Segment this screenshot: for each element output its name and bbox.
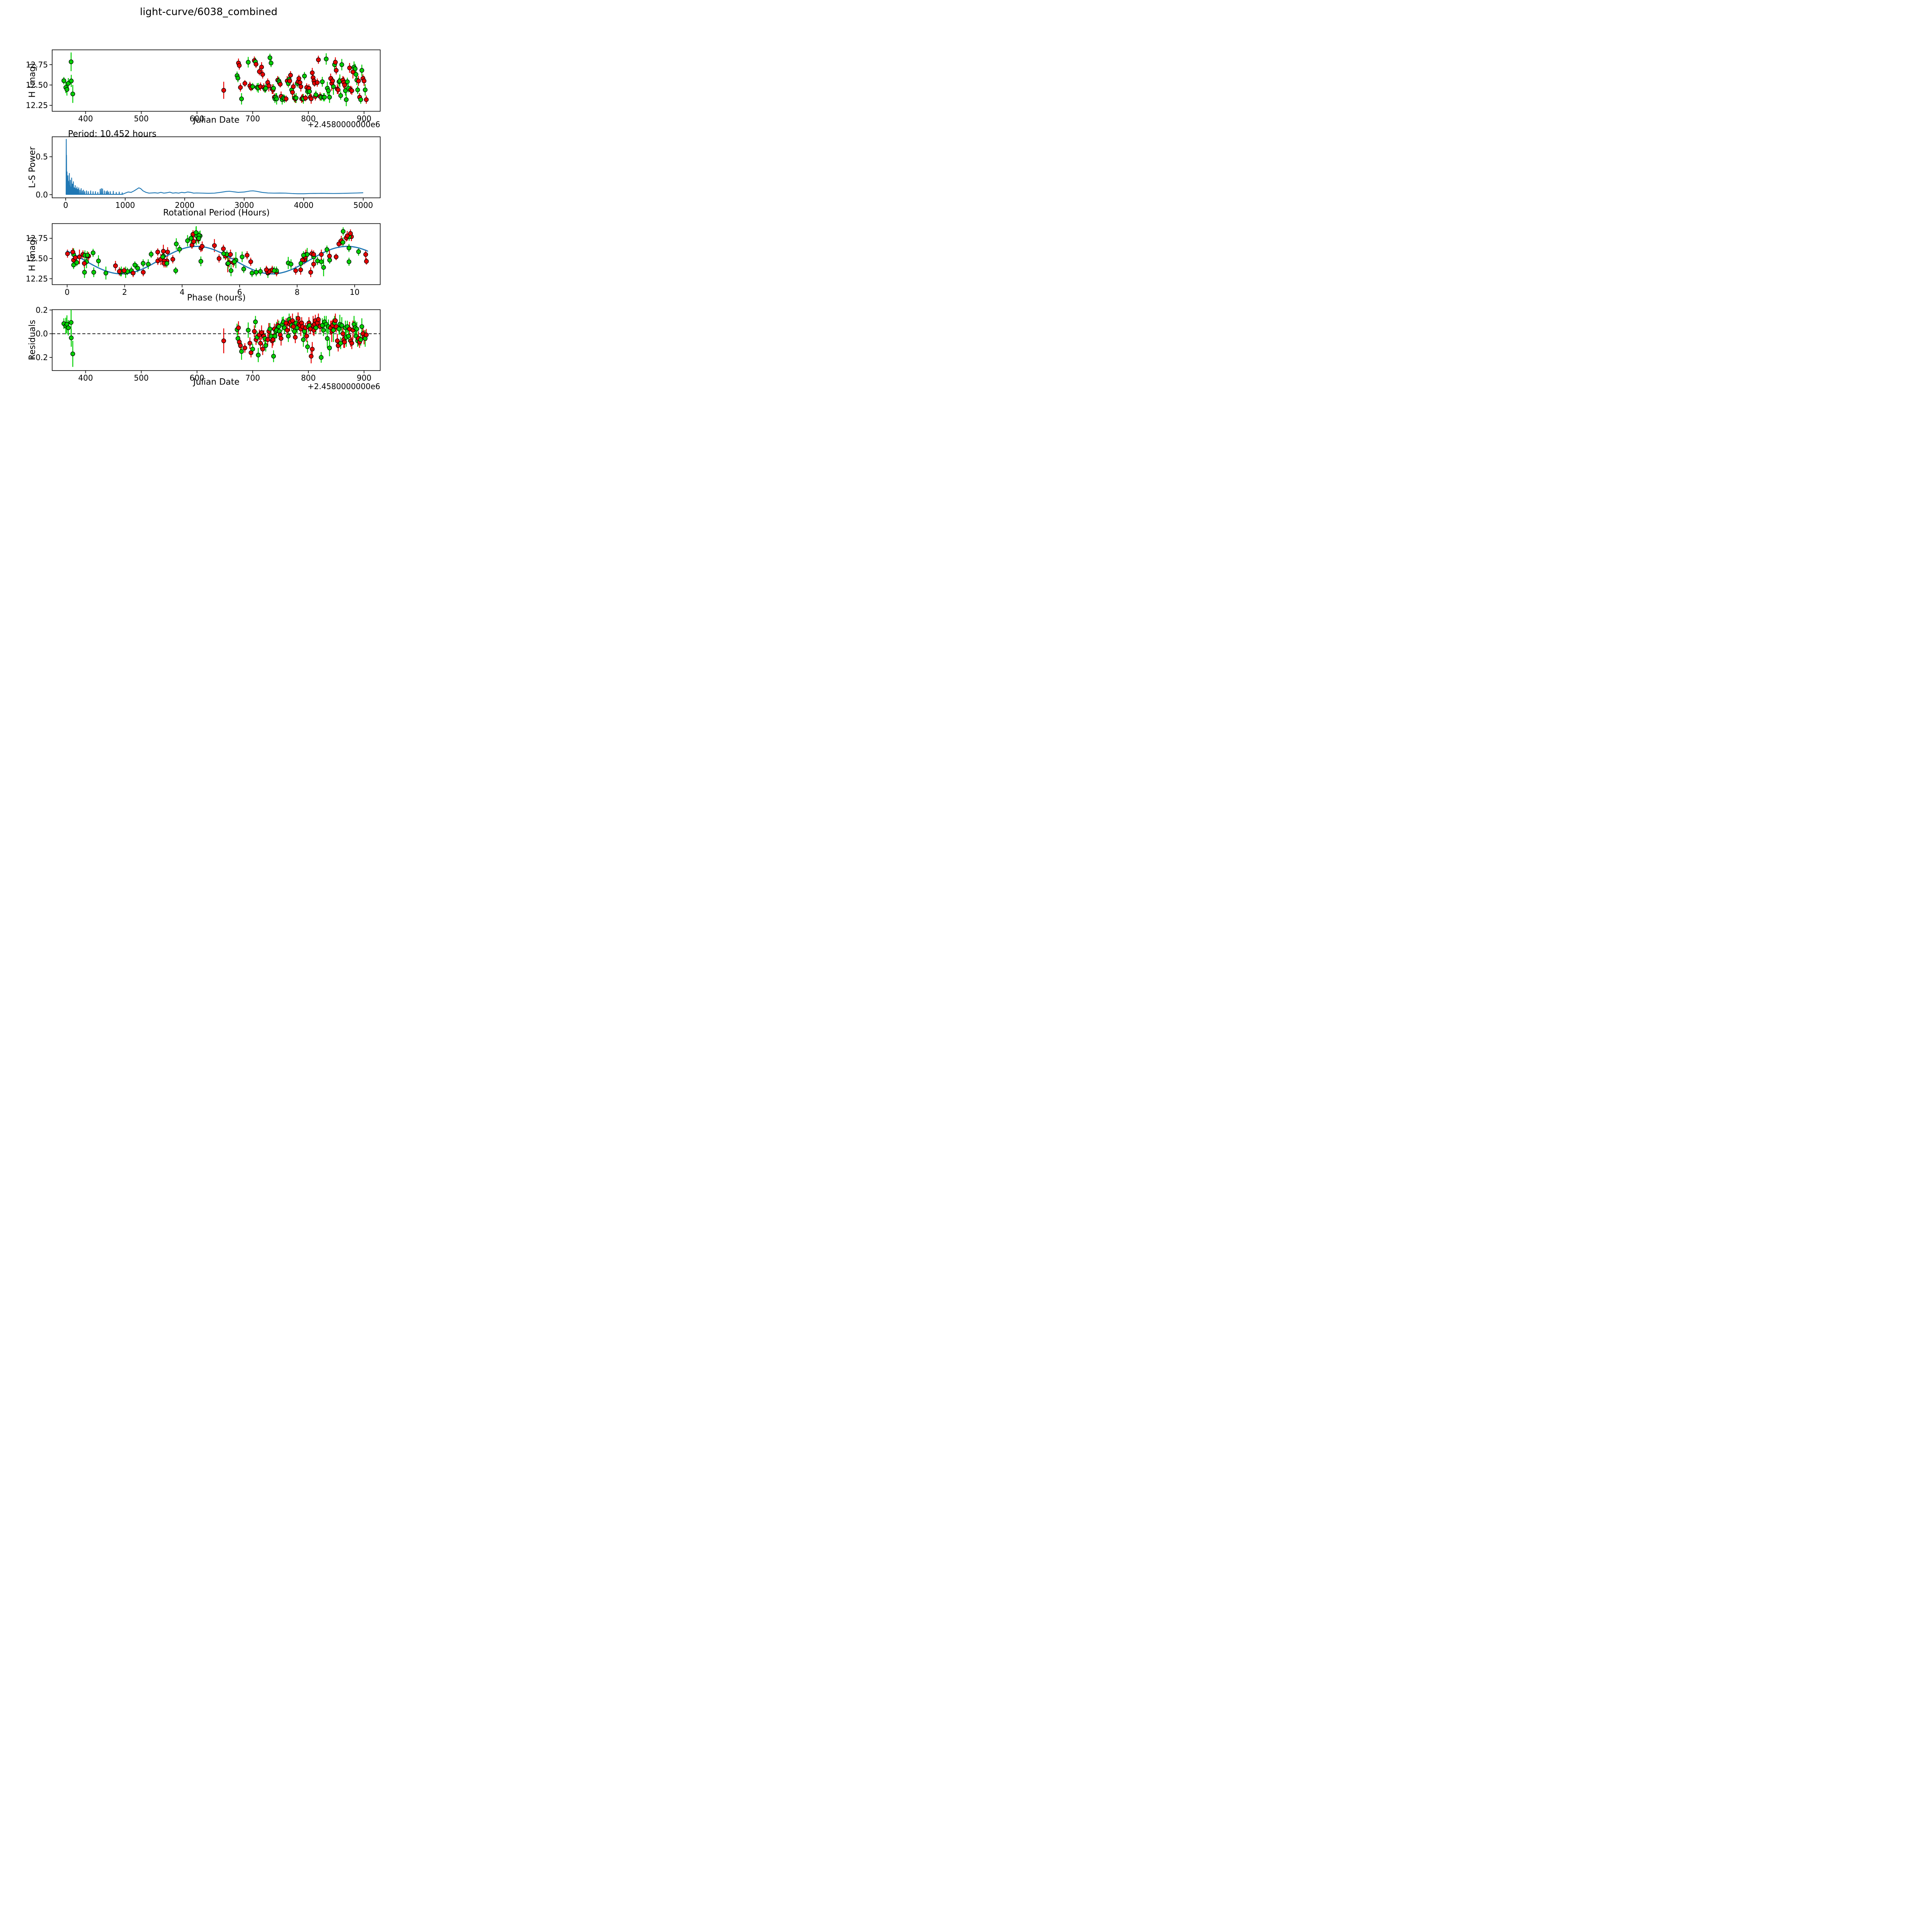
phase-xtick: 0	[65, 287, 70, 297]
phase-xtick: 4	[180, 287, 185, 297]
phase-ytick: 12.75	[26, 234, 48, 243]
plot4-x-offset: +2.4580000000e6	[307, 382, 380, 391]
plot3-xlabel: Phase (hours)	[187, 293, 246, 303]
residuals-xtick: 700	[245, 373, 260, 383]
figure-title: light-curve/6038_combined	[139, 6, 277, 18]
data-markers	[61, 55, 369, 102]
periodogram-xtick: 2000	[175, 201, 195, 210]
residuals-xtick: 900	[357, 373, 371, 383]
phase-xtick: 10	[350, 287, 359, 297]
plot1-ylabel: H (mag)	[27, 63, 37, 98]
figure: 400 500 600 700 800 900 12.25 12.50 12.75 0 1000 20…	[0, 0, 417, 417]
light-curve-series	[61, 52, 369, 106]
periodogram-xtick: 4000	[294, 201, 314, 210]
residuals-ytick: 0.2	[36, 305, 48, 315]
phase-ytick: 12.50	[26, 254, 48, 263]
periodogram-xtick: 0	[63, 201, 68, 210]
periodogram-xtick: 5000	[354, 201, 373, 210]
periodogram-axes: 0 1000 2000 3000 4000 5000 0.0 0.5	[36, 136, 381, 210]
light_curve-ytick: 12.25	[26, 101, 48, 110]
plot1-xlabel: Julian Date	[193, 115, 240, 125]
light_curve-xtick: 900	[357, 114, 371, 123]
phase-ytick: 12.25	[26, 274, 48, 283]
plot3-ylabel: H (mag)	[27, 236, 37, 271]
plot1-x-offset: +2.4580000000e6	[307, 120, 380, 129]
plot2-xlabel: Rotational Period (Hours)	[163, 208, 270, 218]
residuals-xtick: 400	[78, 373, 93, 383]
phase-xtick: 2	[122, 287, 127, 297]
light_curve-xtick: 800	[301, 114, 316, 123]
plot2-ylabel: L-S Power	[27, 146, 37, 188]
periodogram-line	[66, 139, 363, 195]
light_curve-xtick: 400	[78, 114, 93, 123]
residuals-xtick: 600	[190, 373, 204, 383]
light_curve-xtick: 500	[134, 114, 149, 123]
plot4-ylabel: Residuals	[27, 320, 37, 361]
light_curve-ytick: 12.75	[26, 60, 48, 69]
light_curve-xtick: 600	[190, 114, 204, 123]
plot4-xlabel: Julian Date	[193, 377, 240, 387]
period-annotation: Period: 10.452 hours	[68, 129, 156, 139]
data-markers	[65, 229, 369, 276]
phase-xtick: 6	[237, 287, 242, 297]
residuals-xtick: 800	[301, 373, 316, 383]
residuals-xtick: 500	[134, 373, 149, 383]
phase-xtick: 8	[295, 287, 300, 297]
phase-series	[65, 226, 369, 280]
periodogram-xtick: 1000	[116, 201, 135, 210]
data-markers	[61, 316, 369, 360]
periodogram-ytick: 0.0	[36, 190, 48, 199]
phase-axes: 0 2 4 6 8 10 12.25 12.50 12.75	[26, 223, 381, 297]
residuals-ytick: −0.2	[29, 353, 48, 362]
fit-curve	[66, 246, 368, 275]
periodogram-ytick: 0.5	[36, 152, 48, 162]
residuals-axes: 400 500 600 700 800 900 −0.2 0.0 0.2	[29, 305, 381, 383]
residuals-ytick: 0.0	[36, 329, 48, 338]
residual-series	[52, 310, 380, 367]
light_curve-axes: 400 500 600 700 800 900 12.25 12.50 12.75	[26, 49, 381, 123]
light_curve-ytick: 12.50	[26, 80, 48, 90]
periodogram-xtick: 3000	[235, 201, 254, 210]
light_curve-xtick: 700	[245, 114, 260, 123]
